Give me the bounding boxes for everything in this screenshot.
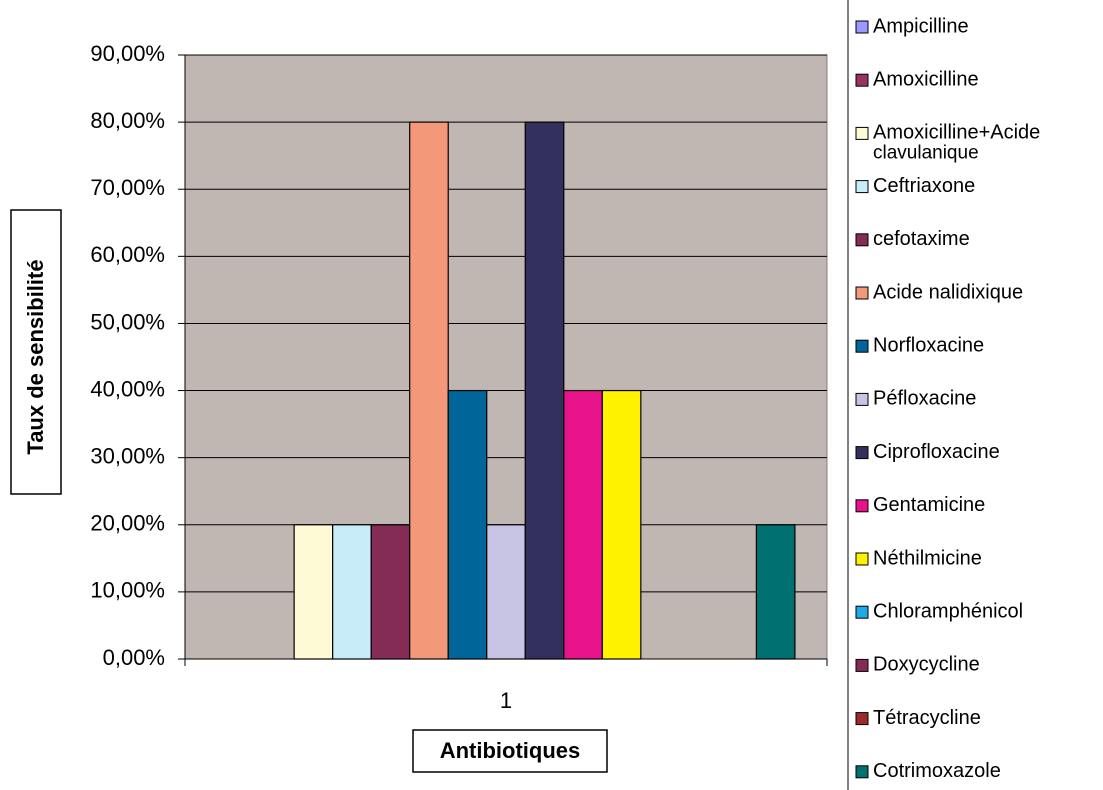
- y-tick-label: 80,00%: [90, 108, 165, 133]
- y-tick-label: 60,00%: [90, 242, 165, 267]
- legend-swatch: [855, 658, 869, 672]
- bar: [409, 121, 449, 660]
- x-axis-label: Antibiotiques: [440, 738, 581, 763]
- legend-swatch: [855, 233, 869, 247]
- legend-swatch: [855, 20, 869, 34]
- bar: [486, 524, 526, 660]
- legend-label: Tétracycline: [873, 707, 981, 729]
- y-label-box: [10, 209, 62, 495]
- legend-label: Acide nalidixique: [873, 281, 1023, 303]
- bar: [755, 524, 796, 660]
- legend-label: Ciprofloxacine: [873, 441, 1000, 463]
- legend-swatch: [855, 180, 869, 194]
- y-tick-label: 0,00%: [103, 645, 165, 670]
- y-tick-label: 20,00%: [90, 511, 165, 536]
- bar: [601, 389, 642, 660]
- legend-label: Gentamicine: [873, 494, 985, 516]
- legend-box: [847, 0, 1103, 790]
- legend-label: Cotrimoxazole: [873, 760, 1001, 782]
- legend-swatch: [855, 73, 869, 87]
- legend-swatch: [855, 339, 869, 353]
- y-tick-label: 70,00%: [90, 175, 165, 200]
- legend-swatch: [855, 605, 869, 619]
- bar: [370, 524, 411, 660]
- bar: [563, 389, 603, 660]
- legend-label: cefotaxime: [873, 228, 970, 250]
- legend-label: Norfloxacine: [873, 334, 984, 356]
- legend-label: Péfloxacine: [873, 388, 976, 410]
- legend-swatch: [855, 499, 869, 513]
- legend-label: Ampicilline: [873, 15, 969, 37]
- legend-swatch: [855, 712, 869, 726]
- x-tick-label: 1: [500, 688, 512, 713]
- legend-swatch: [855, 765, 869, 779]
- bar: [447, 389, 488, 660]
- legend-label: Amoxicilline+Acide clavulanique: [873, 122, 1040, 164]
- legend-label: Chloramphénicol: [873, 600, 1023, 622]
- y-tick-label: 50,00%: [90, 309, 165, 334]
- bar: [524, 121, 565, 660]
- bar: [332, 524, 372, 660]
- legend-swatch: [855, 552, 869, 566]
- y-tick-label: 30,00%: [90, 443, 165, 468]
- legend-label: Néthilmicine: [873, 547, 982, 569]
- legend-swatch: [855, 446, 869, 460]
- y-tick-label: 10,00%: [90, 578, 165, 603]
- legend-swatch: [855, 126, 869, 140]
- y-axis-label: Taux de sensibilité: [23, 259, 48, 454]
- legend-label: Amoxicilline: [873, 68, 979, 90]
- x-label-box: [412, 729, 608, 773]
- legend-swatch: [855, 392, 869, 406]
- y-tick-label: 90,00%: [90, 41, 165, 66]
- legend-label: Ceftriaxone: [873, 175, 975, 197]
- legend-swatch: [855, 286, 869, 300]
- legend-label: Doxycycline: [873, 654, 980, 676]
- y-tick-label: 40,00%: [90, 376, 165, 401]
- bar: [293, 524, 334, 660]
